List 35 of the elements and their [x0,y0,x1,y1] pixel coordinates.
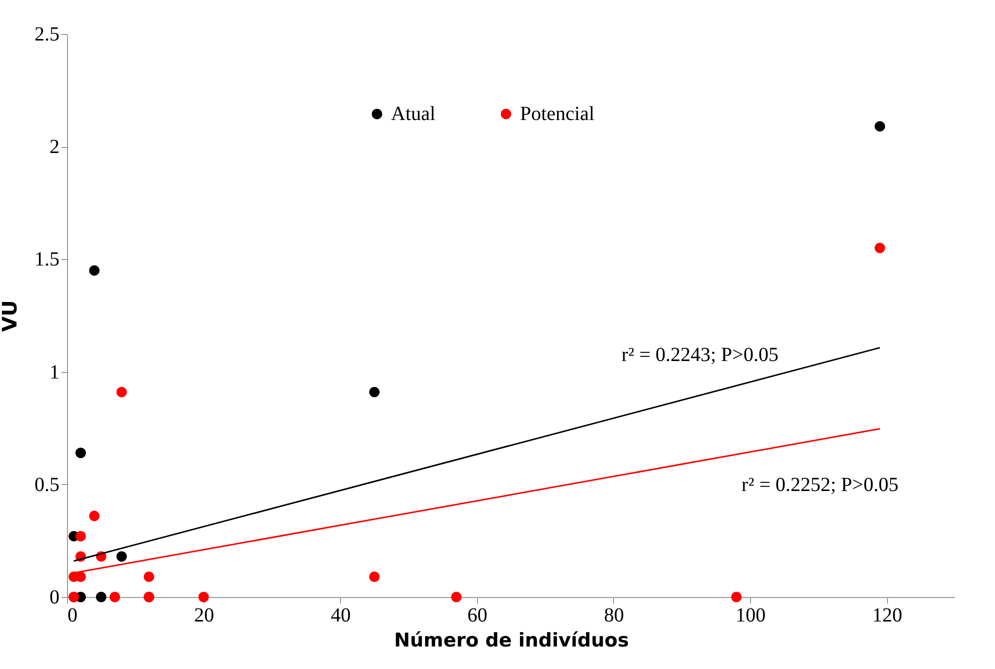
point [96,592,106,602]
y-tick-label: 1.5 [34,248,60,271]
x-tick-label: 80 [604,604,624,626]
legend-label: Potencial [520,103,595,125]
point [75,448,86,458]
legend-label: Atual [391,103,436,125]
x-tick-label: 100 [736,604,766,626]
point [89,510,100,522]
x-tick-label: 0 [68,604,78,626]
y-tick-label: 0 [50,586,60,608]
point [144,572,154,582]
x-tick-label: 60 [467,604,488,626]
annotation: r² = 0.2243; P>0.05 [622,344,778,366]
y-tick-label: 2.5 [34,24,60,46]
y-axis-title: VU [0,300,22,332]
point [116,386,127,398]
point [874,242,886,254]
x-tick-label: 40 [330,604,351,626]
point [874,121,886,132]
point [451,592,462,602]
point [116,551,127,562]
point [198,592,209,602]
point [369,572,380,582]
x-axis-title: Número de indivíduos [394,630,629,652]
y-tick-label: 0.5 [34,474,60,496]
point [110,592,120,602]
y-tick-label: 1 [50,361,60,384]
x-tick-label: 20 [194,604,214,626]
annotation: r² = 0.2252; P>0.05 [742,474,898,496]
y-tick-label: 2 [50,136,60,158]
point [89,265,100,276]
point [369,386,380,398]
x-tick-label: 120 [872,604,902,626]
point [75,530,86,542]
point [731,592,742,602]
